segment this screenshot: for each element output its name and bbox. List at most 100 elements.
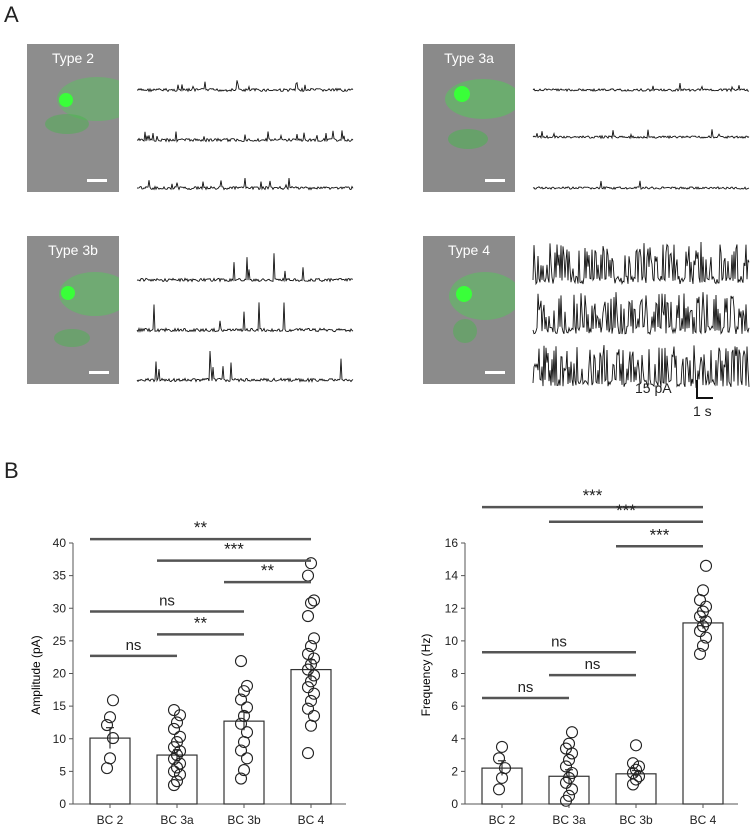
data-point bbox=[629, 773, 643, 786]
data-point bbox=[301, 610, 315, 623]
significance-label: *** bbox=[650, 525, 670, 544]
data-point bbox=[699, 631, 713, 644]
data-point bbox=[234, 744, 248, 757]
data-point bbox=[237, 709, 251, 722]
y-tick-label: 6 bbox=[451, 699, 458, 713]
image-scale-bar bbox=[87, 179, 107, 182]
data-point bbox=[495, 740, 509, 753]
microscopy-image bbox=[423, 236, 515, 384]
data-point bbox=[167, 722, 181, 736]
current-trace bbox=[532, 129, 750, 140]
data-point bbox=[562, 753, 576, 767]
data-point bbox=[304, 675, 318, 688]
y-tick-label: 16 bbox=[445, 536, 459, 550]
data-point bbox=[240, 752, 254, 765]
data-point bbox=[696, 584, 710, 597]
data-point bbox=[492, 783, 506, 796]
scale-bar-time: 1 s bbox=[693, 403, 712, 419]
cell-image-type-4: Type 4 bbox=[423, 236, 515, 384]
significance-label: ns bbox=[126, 637, 142, 654]
data-point bbox=[632, 760, 646, 773]
image-scale-bar bbox=[485, 371, 505, 374]
data-point bbox=[167, 752, 181, 766]
x-tick-label: BC 3a bbox=[552, 813, 586, 827]
data-point bbox=[562, 789, 576, 802]
data-point bbox=[301, 647, 315, 660]
y-tick-label: 40 bbox=[53, 536, 67, 550]
x-tick-label: BC 3a bbox=[160, 813, 194, 827]
data-point bbox=[626, 757, 640, 770]
data-point bbox=[103, 711, 117, 724]
data-point bbox=[234, 655, 248, 668]
data-point bbox=[237, 764, 251, 777]
significance-label: ns bbox=[551, 633, 567, 650]
y-tick-label: 4 bbox=[451, 732, 458, 746]
microscopy-image bbox=[27, 44, 119, 192]
significance-label: ** bbox=[261, 561, 275, 580]
data-point bbox=[106, 694, 120, 707]
significance-label: ** bbox=[194, 518, 208, 537]
panel-label-a: A bbox=[4, 2, 19, 27]
data-point bbox=[559, 760, 573, 773]
data-point bbox=[167, 703, 181, 717]
current-trace bbox=[532, 180, 750, 190]
data-point bbox=[301, 747, 315, 760]
x-tick-label: BC 4 bbox=[298, 813, 325, 827]
data-point bbox=[106, 732, 120, 745]
cell-label: Type 2 bbox=[51, 50, 95, 66]
data-point bbox=[234, 772, 248, 785]
data-point bbox=[565, 783, 579, 796]
y-axis-label: Amplitude (pA) bbox=[29, 635, 43, 714]
y-tick-label: 15 bbox=[53, 699, 67, 713]
data-point bbox=[173, 757, 187, 770]
frequency-chart: Frequency (Hz) 0 2 4 6 8 10 12 14 16 BC 2 BC 3a BC … bbox=[419, 486, 738, 827]
data-point bbox=[304, 596, 318, 610]
data-point bbox=[100, 718, 114, 732]
scale-bar-lines bbox=[696, 380, 713, 399]
cell-label: Type 3b bbox=[48, 242, 98, 258]
current-trace bbox=[136, 253, 354, 283]
data-point bbox=[240, 679, 254, 692]
y-tick-label: 30 bbox=[53, 601, 67, 615]
scale-bar-amplitude: 15 pA bbox=[635, 380, 672, 396]
data-point bbox=[304, 694, 318, 707]
significance-label: *** bbox=[616, 501, 636, 520]
y-tick-label: 35 bbox=[53, 569, 67, 583]
microscopy-image bbox=[27, 236, 119, 384]
data-point bbox=[167, 765, 181, 778]
significance-label: ns bbox=[518, 679, 534, 696]
data-point bbox=[301, 702, 315, 715]
cell-image-type-3b: Type 3b bbox=[27, 236, 119, 384]
data-point bbox=[629, 739, 643, 752]
y-tick-label: 8 bbox=[451, 667, 458, 681]
amplitude-chart: Amplitude (pA) 0 5 10 15 20 25 30 35 40 BC 2 BC 3a… bbox=[29, 518, 346, 827]
y-tick-label: 25 bbox=[53, 634, 67, 648]
y-tick-label: 0 bbox=[59, 797, 66, 811]
y-tick-label: 10 bbox=[53, 732, 67, 746]
data-point bbox=[498, 762, 512, 775]
current-trace bbox=[532, 241, 750, 286]
bar bbox=[89, 737, 131, 805]
image-scale-bar bbox=[485, 179, 505, 182]
y-tick-label: 0 bbox=[451, 797, 458, 811]
data-point bbox=[562, 737, 576, 750]
data-point bbox=[307, 632, 321, 645]
y-tick-label: 12 bbox=[445, 601, 459, 615]
data-point bbox=[307, 594, 321, 607]
y-tick-label: 20 bbox=[53, 667, 67, 681]
data-point bbox=[696, 639, 710, 652]
bar bbox=[682, 622, 724, 805]
x-tick-label: BC 3b bbox=[227, 813, 261, 827]
data-point bbox=[304, 557, 318, 570]
y-tick-label: 14 bbox=[445, 569, 459, 583]
data-point bbox=[632, 770, 646, 783]
significance-label: ns bbox=[585, 656, 601, 673]
data-point bbox=[234, 717, 248, 730]
cell-image-type-2: Type 2 bbox=[27, 44, 119, 192]
data-point bbox=[693, 647, 707, 660]
x-tick-label: BC 4 bbox=[690, 813, 717, 827]
current-trace bbox=[137, 80, 354, 93]
current-trace bbox=[532, 292, 750, 336]
data-point bbox=[170, 716, 184, 729]
data-point bbox=[304, 640, 318, 653]
